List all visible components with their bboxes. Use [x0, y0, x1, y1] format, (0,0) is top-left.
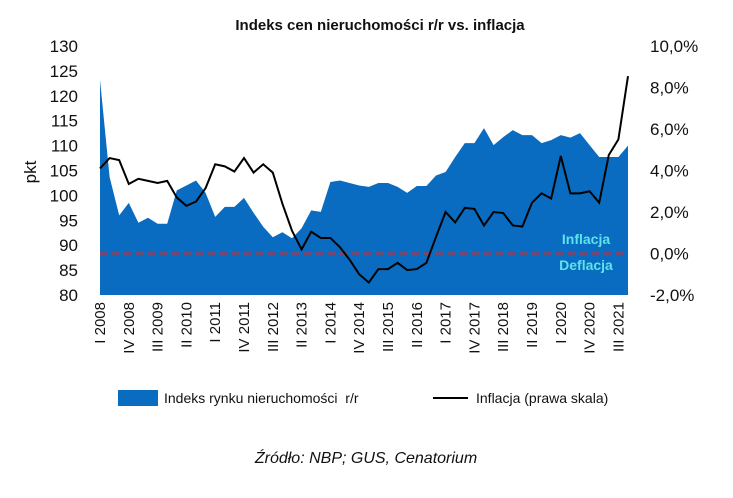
y2-tick-label: 10,0% — [650, 37, 698, 56]
y2-tick-label: 2,0% — [650, 203, 689, 222]
y-tick-label: 130 — [50, 37, 78, 56]
y2-tick-label: 4,0% — [650, 162, 689, 181]
chart-title: Indeks cen nieruchomości r/r vs. inflacj… — [235, 17, 525, 34]
x-tick-label: IV 2008 — [121, 302, 138, 354]
x-tick-label: III 2021 — [610, 302, 627, 352]
legend: Indeks rynku nieruchomości r/r Inflacja … — [118, 390, 608, 406]
y-tick-label: 100 — [50, 186, 78, 205]
x-tick-label: II 2016 — [409, 302, 426, 348]
x-tick-label: II 2010 — [178, 302, 195, 348]
x-tick-label: I 2014 — [322, 302, 339, 344]
annotation-deflation: Deflacja — [559, 257, 613, 273]
y-tick-label: 80 — [59, 286, 78, 305]
x-tick-label: III 2009 — [150, 302, 167, 352]
x-tick-label: I 2008 — [92, 302, 109, 344]
y-tick-label: 90 — [59, 236, 78, 255]
x-tick-label: III 2012 — [265, 302, 282, 352]
x-tick-label: IV 2017 — [466, 302, 483, 354]
y-tick-label: 105 — [50, 162, 78, 181]
series-line-inflation — [99, 75, 629, 285]
y2-tick-label: 6,0% — [650, 120, 689, 139]
x-tick-label: III 2015 — [380, 302, 397, 352]
series-area-real-estate-index — [100, 79, 628, 295]
source-note: Źródło: NBP; GUS, Cenatorium — [254, 448, 477, 467]
y-tick-label: 85 — [59, 261, 78, 280]
y-tick-label: 125 — [50, 62, 78, 81]
x-tick-label: I 2020 — [553, 302, 570, 344]
x-tick-label: II 2013 — [294, 302, 311, 348]
x-tick-label: IV 2020 — [582, 302, 599, 354]
x-tick-label: I 2011 — [207, 302, 224, 343]
x-tick-label: IV 2011 — [236, 302, 253, 353]
y-axis-label: pkt — [21, 160, 40, 183]
y-tick-label: 115 — [51, 112, 78, 131]
x-tick-label: I 2017 — [438, 302, 455, 344]
y-tick-label: 120 — [50, 87, 78, 106]
legend-label-area: Indeks rynku nieruchomości r/r — [164, 390, 359, 406]
y2-tick-label: 0,0% — [650, 245, 689, 264]
x-tick-label: II 2019 — [524, 302, 541, 348]
y-tick-label: 110 — [51, 137, 78, 156]
legend-label-line: Inflacja (prawa skala) — [476, 390, 608, 406]
x-tick-label: IV 2014 — [351, 302, 368, 354]
y2-tick-label: 8,0% — [650, 79, 689, 98]
legend-swatch-area — [118, 390, 158, 406]
y2-tick-label: -2,0% — [650, 286, 694, 305]
x-tick-label: III 2018 — [495, 302, 512, 352]
annotation-inflation: Inflacja — [562, 231, 610, 247]
y-tick-label: 95 — [59, 211, 78, 230]
